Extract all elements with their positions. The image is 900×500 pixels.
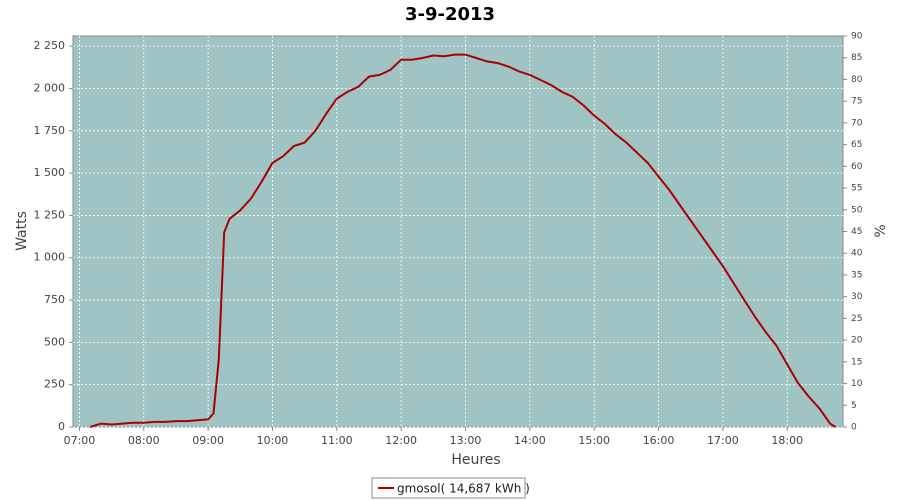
x-tick-label: 09:00 xyxy=(192,434,224,447)
y-tick-label: 250 xyxy=(44,378,65,391)
y2-tick-label: 55 xyxy=(851,184,862,194)
y2-tick-label: 15 xyxy=(851,357,862,367)
y2-tick-label: 45 xyxy=(851,227,862,237)
x-tick-label: 17:00 xyxy=(707,434,739,447)
y2-tick-label: 65 xyxy=(851,140,862,150)
y2-axis-label: % xyxy=(873,224,889,237)
y-tick-label: 0 xyxy=(58,420,65,433)
y2-tick-label: 75 xyxy=(851,97,862,107)
y-tick-label: 1 000 xyxy=(34,251,66,264)
x-tick-label: 07:00 xyxy=(64,434,96,447)
y-tick-label: 1 750 xyxy=(34,124,66,137)
y-tick-label: 1 500 xyxy=(34,166,66,179)
y-tick-label: 500 xyxy=(44,335,65,348)
plot-area xyxy=(72,35,844,428)
y2-tick-label: 80 xyxy=(851,75,863,85)
y-tick-label: 2 250 xyxy=(34,39,66,52)
x-tick-label: 13:00 xyxy=(450,434,482,447)
y2-tick-label: 10 xyxy=(851,379,863,389)
legend-box xyxy=(371,477,526,499)
x-tick-label: 10:00 xyxy=(257,434,289,447)
y-tick-label: 750 xyxy=(44,293,65,306)
x-tick-label: 08:00 xyxy=(128,434,160,447)
y2-tick-label: 5 xyxy=(851,401,857,411)
y2-tick-label: 40 xyxy=(851,249,863,259)
y-axis-label: Watts xyxy=(14,211,30,251)
y2-tick-label: 35 xyxy=(851,270,862,280)
y2-tick-label: 85 xyxy=(851,53,862,63)
y-tick-label: 2 000 xyxy=(34,81,66,94)
x-tick-label: 14:00 xyxy=(514,434,546,447)
x-tick-label: 15:00 xyxy=(578,434,610,447)
y2-tick-label: 20 xyxy=(851,336,863,346)
y2-tick-label: 60 xyxy=(851,162,863,172)
y2-tick-label: 0 xyxy=(851,423,857,433)
x-tick-label: 12:00 xyxy=(385,434,417,447)
x-tick-label: 18:00 xyxy=(771,434,803,447)
y-tick-label: 1 250 xyxy=(34,208,66,221)
y2-tick-label: 25 xyxy=(851,314,862,324)
legend-label: gmosol( 14,687 kWh ) xyxy=(397,482,530,496)
y2-tick-label: 70 xyxy=(851,118,863,128)
x-tick-label: 11:00 xyxy=(321,434,353,447)
y2-tick-label: 90 xyxy=(851,32,863,42)
chart-title: 3-9-2013 xyxy=(405,4,495,25)
y2-tick-label: 30 xyxy=(851,292,863,302)
data-line xyxy=(89,53,837,428)
x-axis-label: Heures xyxy=(451,452,500,468)
x-tick-label: 16:00 xyxy=(643,434,675,447)
y2-tick-label: 50 xyxy=(851,205,863,215)
